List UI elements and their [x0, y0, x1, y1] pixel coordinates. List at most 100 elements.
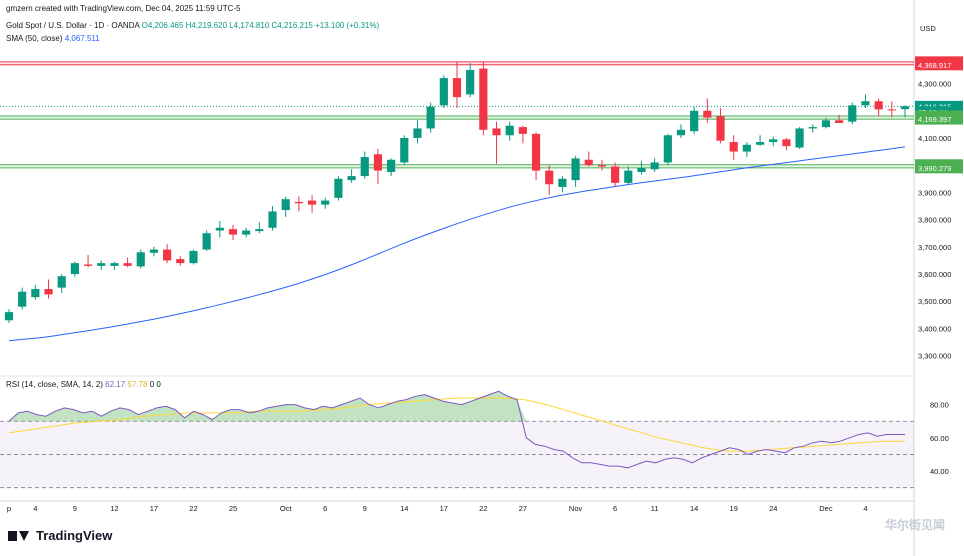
tradingview-logo-icon [8, 529, 30, 543]
candle-down [703, 110, 712, 118]
x-tick-label: 19 [730, 504, 738, 513]
candle-down [835, 120, 844, 123]
candle-up [558, 178, 567, 187]
candle-up [400, 137, 409, 163]
candle-down [729, 142, 738, 152]
ohlc-values: O4,206.465 H4,219.620 L4,174.810 C4,216.… [141, 21, 313, 30]
candle-down [373, 154, 383, 171]
candle-up [663, 135, 672, 163]
symbol-line: Gold Spot / U.S. Dollar · 1D · OANDA O4,… [6, 21, 379, 30]
candle-up [321, 200, 330, 205]
x-tick-label: 9 [363, 504, 367, 513]
rsi-line [8, 390, 905, 469]
rsi-sma-line [8, 397, 905, 452]
candle-down [584, 159, 593, 166]
y-tick-label: 4,300.000 [918, 80, 951, 89]
candle-up [795, 128, 804, 148]
x-tick-label: 17 [150, 504, 158, 513]
candle-down [176, 259, 185, 264]
candle-down [545, 170, 554, 185]
candle-up [268, 211, 277, 228]
price-label: 4,169.397 [918, 115, 951, 124]
rsi-tick-label: 80.00 [930, 401, 949, 410]
brand-name: TradingView [36, 528, 113, 543]
candle-up [242, 230, 251, 235]
candle-up [861, 101, 870, 106]
candle-up [848, 105, 857, 122]
x-tick-label: 4 [863, 504, 867, 513]
y-tick-label: 3,800.000 [918, 216, 951, 225]
y-tick-label: 3,300.000 [918, 352, 951, 361]
support-zone-lower-fill [0, 164, 914, 168]
y-tick-label: 3,600.000 [918, 270, 951, 279]
candle-up [334, 178, 343, 198]
candle-up [755, 142, 765, 145]
candle-up [742, 144, 751, 152]
candle-up [70, 263, 79, 275]
candle-up [624, 170, 633, 183]
x-tick-label: 9 [73, 504, 77, 513]
x-tick-label: 11 [651, 504, 659, 513]
candle-up [31, 289, 40, 298]
candle-up [387, 159, 396, 172]
candle-down [479, 68, 488, 130]
candle-down [163, 249, 172, 261]
candle-down [874, 101, 883, 110]
sma-line [8, 146, 906, 342]
rsi-extra: 0 0 [149, 380, 161, 389]
candle-up [808, 127, 817, 129]
rsi-overbought-fill [9, 391, 905, 422]
x-tick-label: Oct [280, 504, 293, 513]
price-label-box [915, 59, 963, 71]
x-tick-label: 6 [323, 504, 327, 513]
candle-down [452, 78, 462, 98]
candle-up [900, 106, 910, 110]
candle-up [215, 227, 224, 231]
rsi-tick-label: 60.00 [930, 434, 949, 443]
candle-down [44, 289, 53, 295]
symbol-name: Gold Spot / U.S. Dollar · 1D · OANDA [6, 21, 140, 30]
candle-down [518, 127, 527, 134]
x-tick-label: 6 [613, 504, 617, 513]
candle-up [149, 249, 159, 253]
candle-up [505, 125, 514, 136]
candle-up [637, 167, 646, 172]
candle-down [83, 264, 93, 266]
y-tick-label: 4,100.000 [918, 134, 951, 143]
x-tick-label: 24 [769, 504, 777, 513]
y-tick-label: 3,400.000 [918, 324, 951, 333]
candle-up [650, 162, 659, 170]
candle-up [97, 263, 106, 266]
candle-up [821, 120, 831, 128]
x-tick-label: p [7, 504, 11, 513]
candle-up [466, 69, 475, 95]
price-label-box [915, 162, 963, 174]
x-tick-label: Dec [819, 504, 833, 513]
x-tick-label: 22 [479, 504, 487, 513]
candle-down [716, 116, 725, 141]
candle-up [426, 106, 435, 129]
candle-down [307, 200, 317, 205]
candle-up [202, 233, 211, 250]
price-change: +13.100 (+0.31%) [315, 21, 380, 30]
candle-up [255, 229, 264, 232]
x-tick-label: 14 [690, 504, 698, 513]
candle-up [57, 276, 66, 288]
candle-down [294, 201, 303, 204]
candle-down [228, 229, 238, 235]
candle-up [18, 291, 27, 307]
sma-legend: SMA (50, close) 4,067.511 [6, 34, 100, 43]
candle-up [347, 176, 356, 181]
candle-up [189, 250, 198, 264]
x-tick-label: Nov [569, 504, 583, 513]
tradingview-brand[interactable]: TradingView [8, 528, 112, 543]
candle-up [110, 263, 119, 266]
candle-down [492, 128, 501, 136]
x-tick-label: 14 [400, 504, 408, 513]
candle-up [281, 199, 290, 211]
price-label-box [915, 100, 963, 112]
currency-label: USD [920, 24, 936, 33]
candle-down [531, 133, 541, 171]
candle-up [413, 128, 422, 138]
